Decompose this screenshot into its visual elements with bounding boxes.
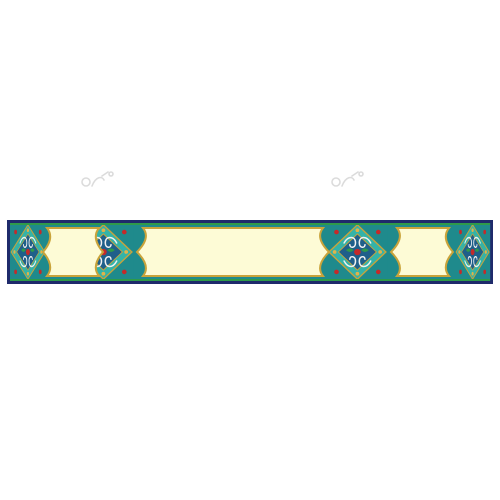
panel-center bbox=[135, 227, 331, 277]
ornamental-banner bbox=[7, 220, 493, 284]
panel-left bbox=[41, 227, 105, 277]
watermark-logo-icon bbox=[331, 171, 364, 187]
ornament-left-end bbox=[9, 222, 47, 282]
ornament-right-end bbox=[454, 222, 491, 282]
ornament-block-2 bbox=[326, 222, 389, 282]
watermark-logo-icon bbox=[81, 171, 114, 187]
panel-right bbox=[389, 227, 455, 277]
